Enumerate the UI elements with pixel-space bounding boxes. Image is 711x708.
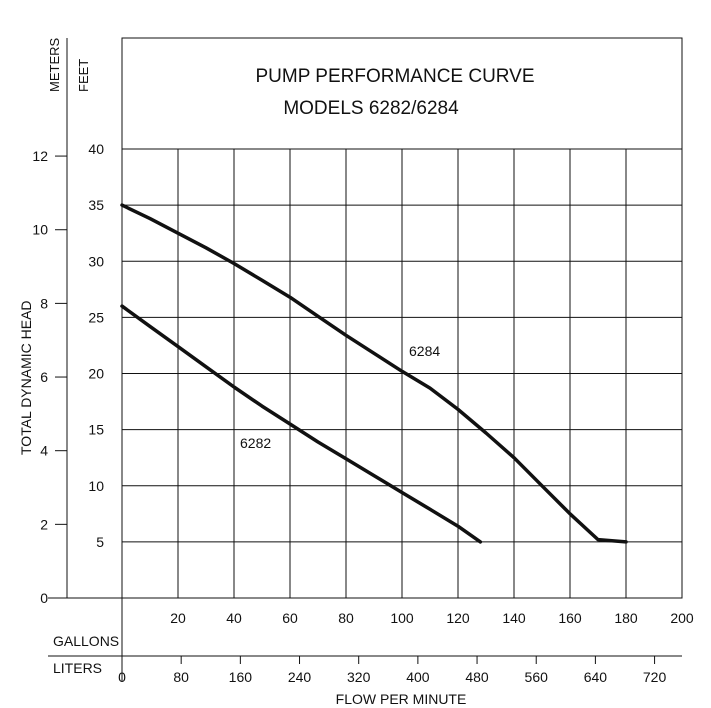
gallons-tick-label: 40 (226, 610, 242, 626)
gallons-tick-label: 180 (614, 610, 638, 626)
feet-axis: 5 10 15 20 25 30 35 40 (88, 141, 104, 550)
liters-tick-label: 400 (406, 669, 430, 685)
feet-tick-label: 30 (88, 253, 104, 269)
series-line-6282 (120, 304, 483, 544)
x-axis-label: FLOW PER MINUTE (336, 691, 467, 707)
feet-tick-label: 10 (88, 478, 104, 494)
liters-tick-label: 480 (465, 669, 489, 685)
meters-tick-label: 4 (40, 443, 48, 459)
liters-tick-label: 80 (173, 669, 189, 685)
gallons-tick-label: 140 (502, 610, 526, 626)
series-label-6282: 6282 (240, 435, 271, 451)
chart-title-line-2: MODELS 6282/6284 (283, 98, 459, 119)
meters-tick-label: 10 (32, 222, 48, 238)
meters-tick-label: 0 (40, 590, 48, 606)
liters-tick-label: 240 (288, 669, 312, 685)
gallons-tick-label: 160 (558, 610, 582, 626)
gallons-tick-label: 20 (170, 610, 186, 626)
gallons-tick-label: 100 (390, 610, 414, 626)
liters-tick-label: 720 (643, 669, 667, 685)
feet-tick-label: 25 (88, 309, 104, 325)
feet-tick-label: 20 (88, 366, 104, 382)
gallons-tick-label: 200 (670, 610, 694, 626)
liters-tick-label: 160 (229, 669, 253, 685)
series-label-6284: 6284 (409, 343, 440, 359)
liters-tick-label: 0 (118, 669, 126, 685)
meters-tick-label: 2 (40, 516, 48, 532)
feet-tick-label: 5 (96, 534, 104, 550)
meters-tick-label: 6 (40, 369, 48, 385)
feet-tick-label: 35 (88, 197, 104, 213)
liters-tick-label: 320 (347, 669, 371, 685)
meters-tick-label: 8 (40, 295, 48, 311)
feet-unit-label: FEET (76, 59, 91, 92)
y-axis-label: TOTAL DYNAMIC HEAD (18, 300, 34, 455)
liters-tick-label: 560 (525, 669, 549, 685)
meters-axis: 0 2 4 6 8 10 12 (32, 148, 67, 606)
gallons-tick-label: 60 (282, 610, 298, 626)
gallons-tick-label: 120 (446, 610, 470, 626)
gallons-tick-label: 80 (338, 610, 354, 626)
liters-tick-label: 640 (584, 669, 608, 685)
liters-unit-label: LITERS (53, 660, 102, 676)
feet-tick-label: 40 (88, 141, 104, 157)
series-line-6284 (120, 203, 628, 544)
chart-title-line-1: PUMP PERFORMANCE CURVE (255, 66, 534, 87)
meters-tick-label: 12 (32, 148, 48, 164)
gallons-unit-label: GALLONS (53, 633, 119, 649)
grid (48, 38, 682, 682)
x-axes: 20 40 60 80 100 120 140 160 180 200 0 80 160 240 320 40… (118, 610, 694, 685)
feet-tick-label: 15 (88, 422, 104, 438)
meters-unit-label: METERS (47, 38, 62, 93)
